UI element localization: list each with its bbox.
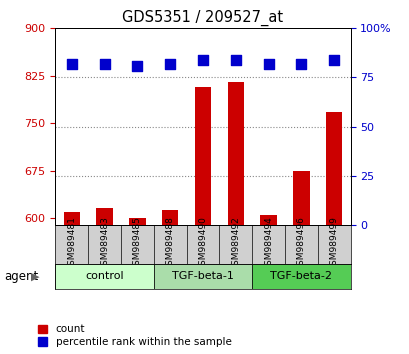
Text: GSM989483: GSM989483 xyxy=(100,216,109,271)
Text: agent: agent xyxy=(4,270,38,283)
Bar xyxy=(129,218,145,225)
Bar xyxy=(260,215,276,225)
Legend: count, percentile rank within the sample: count, percentile rank within the sample xyxy=(38,324,231,347)
Point xyxy=(297,61,304,67)
Text: GSM989485: GSM989485 xyxy=(133,216,142,271)
Bar xyxy=(292,171,309,225)
Text: GSM989492: GSM989492 xyxy=(231,217,240,271)
Text: TGF-beta-2: TGF-beta-2 xyxy=(270,272,332,281)
Point xyxy=(68,61,75,67)
Text: GSM989488: GSM989488 xyxy=(165,216,174,271)
Bar xyxy=(227,82,243,225)
Title: GDS5351 / 209527_at: GDS5351 / 209527_at xyxy=(122,9,283,25)
Text: GSM989496: GSM989496 xyxy=(296,216,305,271)
Bar xyxy=(194,87,211,225)
Text: GSM989494: GSM989494 xyxy=(263,217,272,271)
Point xyxy=(199,57,206,63)
Point xyxy=(232,57,238,63)
Text: ▶: ▶ xyxy=(31,272,39,282)
Bar xyxy=(162,210,178,225)
Point xyxy=(265,61,271,67)
Text: GSM989499: GSM989499 xyxy=(329,216,338,271)
Point xyxy=(101,61,108,67)
Text: GSM989481: GSM989481 xyxy=(67,216,76,271)
Point xyxy=(166,61,173,67)
Point xyxy=(134,63,140,68)
Text: GSM989490: GSM989490 xyxy=(198,216,207,271)
Text: control: control xyxy=(85,272,124,281)
Bar xyxy=(325,112,342,225)
Bar xyxy=(96,208,112,225)
Bar xyxy=(252,264,350,289)
Bar xyxy=(63,212,80,225)
Bar xyxy=(153,264,252,289)
Text: TGF-beta-1: TGF-beta-1 xyxy=(172,272,233,281)
Bar xyxy=(55,264,153,289)
Point xyxy=(330,57,337,63)
